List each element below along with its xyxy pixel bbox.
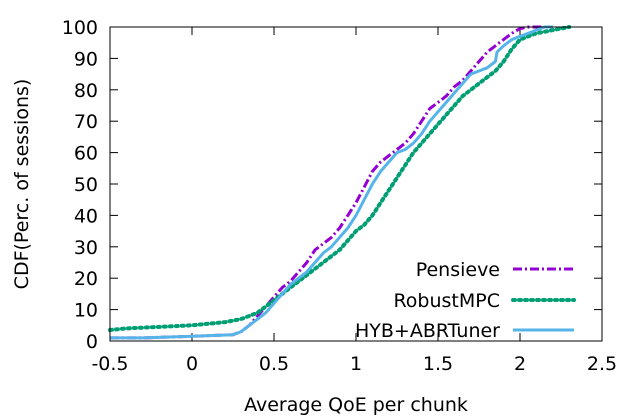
legend: Pensieve RobustMPC HYB+ABRTuner xyxy=(355,259,576,342)
x-tick-label: -0.5 xyxy=(91,353,128,375)
x-tick-label: 0.5 xyxy=(259,353,289,375)
x-tick-label: 0 xyxy=(186,353,198,375)
y-tick-label: 50 xyxy=(74,174,98,196)
x-tick-label: 2 xyxy=(514,353,526,375)
axis-ticks xyxy=(109,26,603,342)
y-tick-label: 20 xyxy=(74,268,98,290)
x-axis-label: Average QoE per chunk xyxy=(244,394,468,416)
y-tick-labels: 0 10 20 30 40 50 60 70 80 90 100 xyxy=(62,17,98,353)
x-tick-label: 1 xyxy=(350,353,362,375)
legend-label: RobustMPC xyxy=(393,290,500,312)
y-tick-label: 100 xyxy=(62,17,98,39)
legend-label: HYB+ABRTuner xyxy=(355,320,500,342)
series-layer xyxy=(108,25,572,340)
y-tick-label: 30 xyxy=(74,237,98,259)
series-line-pensieve xyxy=(110,25,553,340)
y-tick-label: 0 xyxy=(86,331,98,353)
y-tick-label: 40 xyxy=(74,205,98,227)
series-line-hyb-abrtuner xyxy=(110,25,553,340)
y-tick-label: 80 xyxy=(74,80,98,102)
series-line-robustmpc xyxy=(108,25,572,332)
plot-frame xyxy=(109,26,603,342)
y-tick-label: 10 xyxy=(74,300,98,322)
y-tick-label: 70 xyxy=(74,111,98,133)
legend-label: Pensieve xyxy=(416,259,500,281)
x-tick-label: 1.5 xyxy=(423,353,453,375)
y-axis-label: CDF(Perc. of sessions) xyxy=(11,79,33,290)
x-tick-labels: -0.5 0 0.5 1 1.5 2 2.5 xyxy=(91,353,617,375)
x-tick-label: 2.5 xyxy=(587,353,617,375)
y-tick-label: 60 xyxy=(74,143,98,165)
y-tick-label: 90 xyxy=(74,48,98,70)
